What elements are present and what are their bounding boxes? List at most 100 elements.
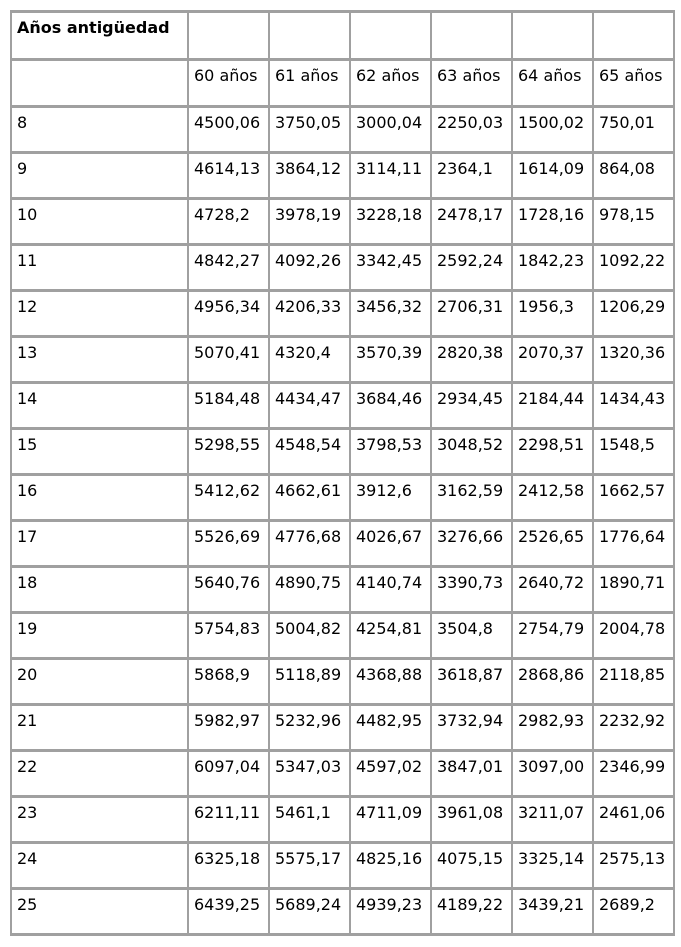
data-cell: 6439,25: [187, 887, 270, 936]
data-cell: 1500,02: [511, 105, 594, 154]
row-label: 16: [10, 473, 189, 522]
data-cell: 5412,62: [187, 473, 270, 522]
data-cell: 4728,2: [187, 197, 270, 246]
data-cell: 3456,32: [349, 289, 432, 338]
data-cell: 2070,37: [511, 335, 594, 384]
data-cell: 2934,45: [430, 381, 513, 430]
data-cell: 3732,94: [430, 703, 513, 752]
table-row: 25 6439,25 5689,24 4939,23 4189,22 3439,21 268…: [10, 887, 675, 936]
table-row: 11 4842,27 4092,26 3342,45 2592,24 1842,23 109…: [10, 243, 675, 292]
table-row: 12 4956,34 4206,33 3456,32 2706,31 1956,3 1206…: [10, 289, 675, 338]
data-cell: 1548,5: [592, 427, 675, 476]
row-label: 19: [10, 611, 189, 660]
data-cell: 5689,24: [268, 887, 351, 936]
data-cell: 3684,46: [349, 381, 432, 430]
row-label: 21: [10, 703, 189, 752]
table-row: 13 5070,41 4320,4 3570,39 2820,38 2070,37 1320…: [10, 335, 675, 384]
data-cell: 4092,26: [268, 243, 351, 292]
empty-header-cell: [592, 10, 675, 61]
data-cell: 5232,96: [268, 703, 351, 752]
data-cell: 3325,14: [511, 841, 594, 890]
data-cell: 5526,69: [187, 519, 270, 568]
table-row: 9 4614,13 3864,12 3114,11 2364,1 1614,09 864,0…: [10, 151, 675, 200]
data-cell: 1320,36: [592, 335, 675, 384]
empty-header-cell: [511, 10, 594, 61]
data-cell: 3276,66: [430, 519, 513, 568]
data-cell: 4500,06: [187, 105, 270, 154]
data-cell: 1776,64: [592, 519, 675, 568]
row-label: 10: [10, 197, 189, 246]
data-cell: 5575,17: [268, 841, 351, 890]
data-cell: 4254,81: [349, 611, 432, 660]
column-header-62: 62 años: [349, 58, 432, 108]
data-cell: 5640,76: [187, 565, 270, 614]
table-head: Años antigüedad 60 años 61 años 62 años …: [10, 10, 675, 108]
data-cell: 2232,92: [592, 703, 675, 752]
data-cell: 2754,79: [511, 611, 594, 660]
data-cell: 3097,00: [511, 749, 594, 798]
data-cell: 5982,97: [187, 703, 270, 752]
data-cell: 4189,22: [430, 887, 513, 936]
table-row: 8 4500,06 3750,05 3000,04 2250,03 1500,02 750,…: [10, 105, 675, 154]
table-row: 16 5412,62 4662,61 3912,6 3162,59 2412,58 1662…: [10, 473, 675, 522]
data-cell: 3847,01: [430, 749, 513, 798]
data-cell: 5461,1: [268, 795, 351, 844]
data-cell: 6325,18: [187, 841, 270, 890]
data-cell: 3228,18: [349, 197, 432, 246]
data-cell: 5754,83: [187, 611, 270, 660]
data-cell: 4548,54: [268, 427, 351, 476]
title-row: Años antigüedad: [10, 10, 675, 61]
data-cell: 4776,68: [268, 519, 351, 568]
data-cell: 4206,33: [268, 289, 351, 338]
table-row: 14 5184,48 4434,47 3684,46 2934,45 2184,44 143…: [10, 381, 675, 430]
data-cell: 4890,75: [268, 565, 351, 614]
data-cell: 2004,78: [592, 611, 675, 660]
column-header-row: 60 años 61 años 62 años 63 años 64 años …: [10, 58, 675, 108]
data-cell: 864,08: [592, 151, 675, 200]
data-cell: 5004,82: [268, 611, 351, 660]
row-label: 11: [10, 243, 189, 292]
data-cell: 6097,04: [187, 749, 270, 798]
data-cell: 3961,08: [430, 795, 513, 844]
data-cell: 1728,16: [511, 197, 594, 246]
data-cell: 4320,4: [268, 335, 351, 384]
row-label: 23: [10, 795, 189, 844]
row-label: 9: [10, 151, 189, 200]
empty-header-cell: [349, 10, 432, 61]
data-cell: 2346,99: [592, 749, 675, 798]
column-header-60: 60 años: [187, 58, 270, 108]
table-row: 21 5982,97 5232,96 4482,95 3732,94 2982,93 223…: [10, 703, 675, 752]
column-header-65: 65 años: [592, 58, 675, 108]
data-cell: 3912,6: [349, 473, 432, 522]
data-cell: 3048,52: [430, 427, 513, 476]
data-cell: 750,01: [592, 105, 675, 154]
data-cell: 4026,67: [349, 519, 432, 568]
data-cell: 2592,24: [430, 243, 513, 292]
data-cell: 2526,65: [511, 519, 594, 568]
row-label: 13: [10, 335, 189, 384]
row-label: 18: [10, 565, 189, 614]
data-cell: 1956,3: [511, 289, 594, 338]
data-cell: 4939,23: [349, 887, 432, 936]
table-row: 15 5298,55 4548,54 3798,53 3048,52 2298,51 154…: [10, 427, 675, 476]
data-cell: 1434,43: [592, 381, 675, 430]
data-cell: 4711,09: [349, 795, 432, 844]
data-cell: 4482,95: [349, 703, 432, 752]
data-cell: 3211,07: [511, 795, 594, 844]
data-cell: 3864,12: [268, 151, 351, 200]
data-cell: 4597,02: [349, 749, 432, 798]
data-cell: 3000,04: [349, 105, 432, 154]
table-row: 20 5868,9 5118,89 4368,88 3618,87 2868,86 2118…: [10, 657, 675, 706]
data-cell: 1842,23: [511, 243, 594, 292]
empty-header-cell: [268, 10, 351, 61]
data-cell: 4825,16: [349, 841, 432, 890]
row-label: 24: [10, 841, 189, 890]
data-cell: 4956,34: [187, 289, 270, 338]
row-label: 22: [10, 749, 189, 798]
data-cell: 5347,03: [268, 749, 351, 798]
row-label: 25: [10, 887, 189, 936]
data-cell: 5298,55: [187, 427, 270, 476]
data-cell: 4075,15: [430, 841, 513, 890]
table-row: 22 6097,04 5347,03 4597,02 3847,01 3097,00 234…: [10, 749, 675, 798]
data-cell: 4842,27: [187, 243, 270, 292]
